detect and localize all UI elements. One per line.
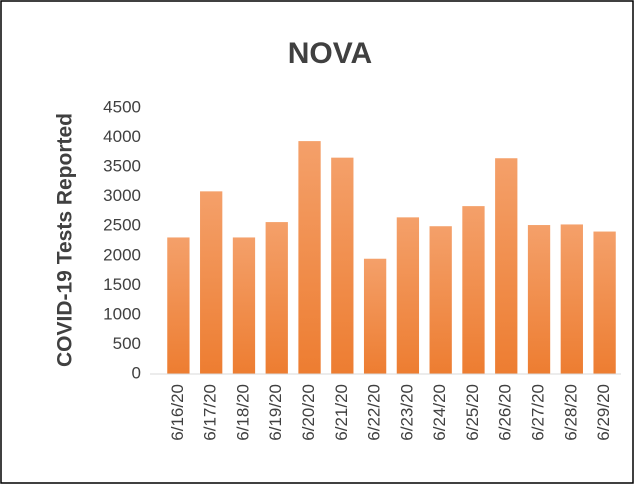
y-tick-label: 2500 — [103, 216, 141, 235]
bar — [527, 225, 551, 374]
y-tick-label: 4500 — [103, 97, 141, 116]
y-tick-label: 1000 — [103, 304, 141, 323]
bar — [298, 141, 321, 374]
x-tick-label: 6/28/20 — [561, 384, 580, 441]
bar — [363, 258, 387, 374]
bar — [232, 237, 256, 374]
x-tick-label: 6/20/20 — [299, 384, 318, 441]
x-tick-label: 6/24/20 — [430, 384, 449, 441]
x-tick-label: 6/26/20 — [496, 384, 515, 441]
x-tick-label: 6/22/20 — [365, 384, 384, 441]
x-tick-label: 6/23/20 — [397, 384, 416, 441]
bar — [167, 237, 190, 374]
y-tick-label: 3000 — [103, 186, 141, 205]
bar — [396, 217, 420, 374]
bar — [462, 206, 485, 374]
bar — [200, 191, 223, 374]
y-axis-title: COVID-19 Tests Reported — [54, 113, 77, 367]
x-tick-label: 6/27/20 — [529, 384, 548, 441]
bar — [560, 224, 583, 374]
x-tick-label: 6/21/20 — [332, 384, 351, 441]
y-tick-label: 2000 — [103, 245, 141, 264]
x-tick-label: 6/17/20 — [201, 384, 220, 441]
bar — [265, 222, 288, 374]
bar — [495, 158, 518, 374]
y-tick-label: 0 — [132, 363, 141, 382]
chart-title: NOVA — [288, 37, 372, 70]
bar — [331, 157, 354, 374]
y-tick-label: 500 — [113, 334, 141, 353]
bar — [429, 226, 452, 374]
bar — [593, 231, 616, 374]
y-tick-label: 1500 — [103, 275, 141, 294]
x-tick-label: 6/25/20 — [463, 384, 482, 441]
x-tick-label: 6/19/20 — [266, 384, 285, 441]
y-tick-label: 4000 — [103, 127, 141, 146]
x-tick-label: 6/16/20 — [168, 384, 187, 441]
y-tick-label: 3500 — [103, 157, 141, 176]
x-tick-label: 6/29/20 — [594, 384, 613, 441]
x-tick-label: 6/18/20 — [233, 384, 252, 441]
